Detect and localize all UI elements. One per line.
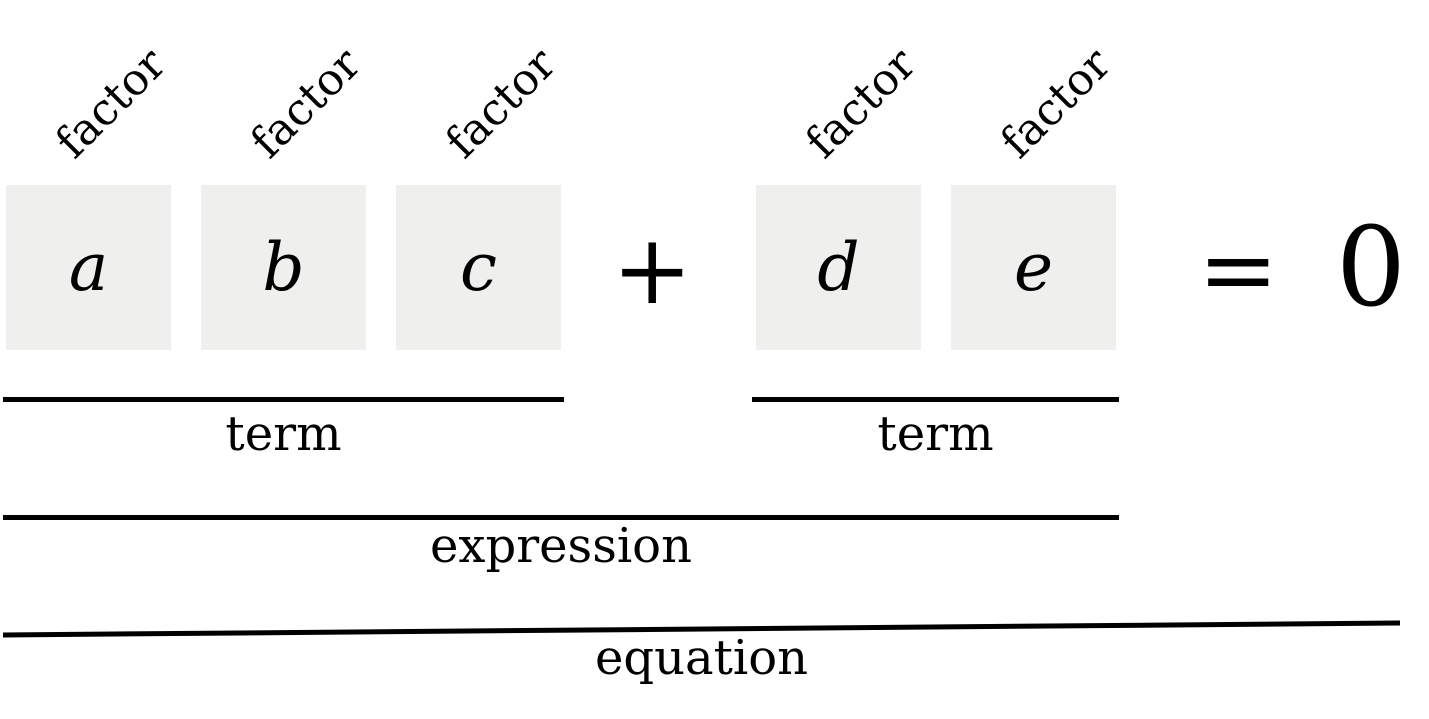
factor-box-c [396, 185, 561, 350]
factor-box-a [6, 185, 171, 350]
variable-e: e [1013, 228, 1054, 306]
expression-underline [3, 515, 1119, 520]
term-underline-2 [752, 397, 1119, 402]
factor-box-e [951, 185, 1116, 350]
equals-sign: = [1198, 214, 1279, 326]
term-underline-1 [3, 397, 564, 402]
zero-value: 0 [1336, 203, 1406, 331]
expression-label: expression [430, 518, 692, 574]
variable-d: d [817, 228, 860, 306]
term-label-2: term [877, 406, 994, 462]
variable-b: b [262, 228, 305, 306]
factor-box-b [201, 185, 366, 350]
term-label-1: term [225, 406, 342, 462]
equation-label: equation [594, 630, 809, 686]
variable-c: c [460, 228, 497, 306]
factor-box-d [756, 185, 921, 350]
plus-sign: + [612, 214, 693, 326]
variable-a: a [68, 228, 109, 306]
